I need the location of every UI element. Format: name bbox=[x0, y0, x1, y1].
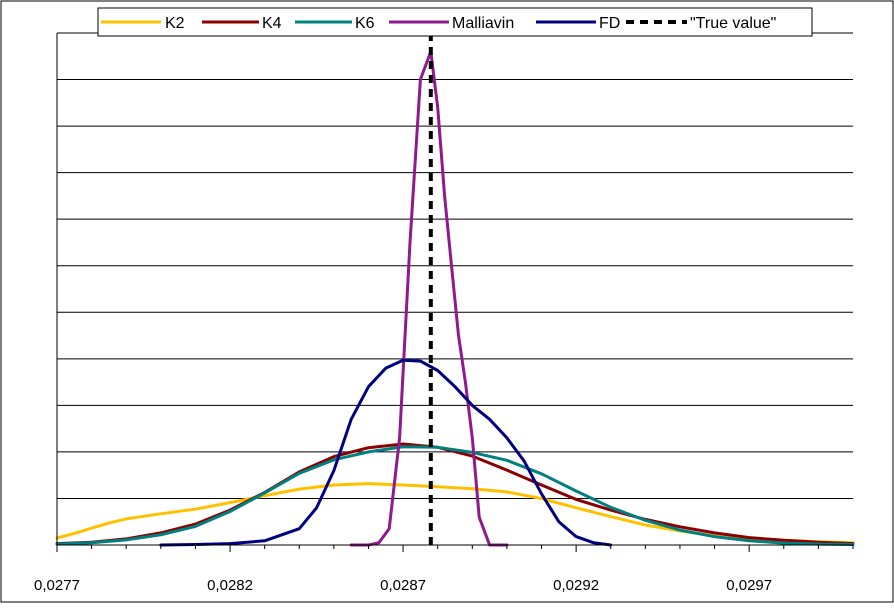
x-tick-label: 0,0282 bbox=[207, 577, 253, 594]
series-line-4 bbox=[159, 358, 613, 547]
legend-label: K4 bbox=[262, 15, 282, 32]
legend-label: K6 bbox=[355, 15, 375, 32]
series-lines bbox=[55, 33, 855, 547]
x-tick-label: 0,0277 bbox=[34, 577, 80, 594]
axes: 0,0277 0,0282 0,0287 0,0292 0,0297 bbox=[34, 33, 854, 594]
series-line-2 bbox=[55, 445, 855, 546]
series-line-1 bbox=[55, 442, 855, 546]
legend: K2 K4 K6 Malliavin FD "True value" bbox=[97, 7, 813, 37]
x-tick-label: 0,0297 bbox=[726, 577, 772, 594]
x-tick-label: 0,0292 bbox=[553, 577, 599, 594]
legend-label: K2 bbox=[165, 15, 185, 32]
series-line-3 bbox=[349, 50, 509, 547]
legend-label: "True value" bbox=[690, 15, 776, 32]
x-tick-label: 0,0287 bbox=[380, 577, 426, 594]
legend-label: FD bbox=[599, 15, 620, 32]
legend-label: Malliavin bbox=[452, 15, 514, 32]
